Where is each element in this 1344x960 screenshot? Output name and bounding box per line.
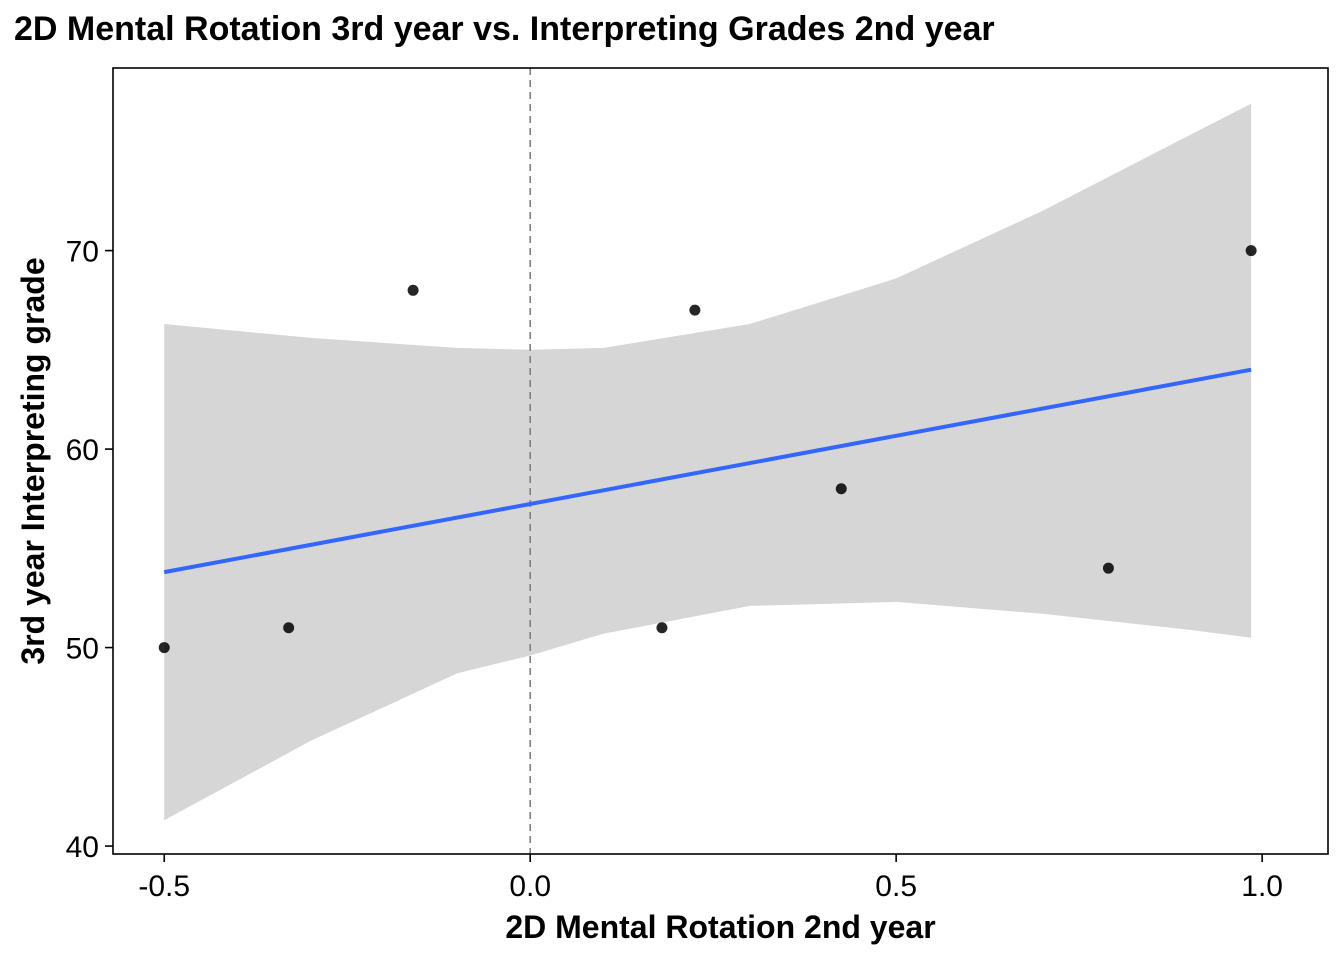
fit-line-layer — [163, 367, 1252, 575]
data-point-3 — [407, 284, 419, 296]
y-axis-title: 3rd year Interpreting grade — [15, 257, 51, 664]
data-point-2 — [283, 622, 295, 634]
data-point-7 — [1102, 562, 1114, 574]
y-tick-label: 40 — [66, 831, 99, 864]
x-tick-label: 0.5 — [875, 870, 917, 903]
x-tick-label: -0.5 — [138, 870, 190, 903]
chart-title: 2D Mental Rotation 3rd year vs. Interpre… — [14, 10, 995, 48]
x-tick-label: 1.0 — [1241, 870, 1283, 903]
y-tick-label: 60 — [66, 434, 99, 467]
y-tick-label: 50 — [66, 633, 99, 666]
data-point-8 — [1245, 245, 1257, 257]
plot-panel-border — [112, 67, 1329, 855]
y-axis-ticks: 40 50 60 70 — [66, 236, 113, 864]
data-point-1 — [158, 642, 170, 654]
regression-line — [163, 367, 1252, 575]
confidence-band — [164, 103, 1252, 821]
x-axis-ticks: -0.5 0.0 0.5 1.0 — [138, 854, 1283, 903]
x-axis-title: 2D Mental Rotation 2nd year — [505, 909, 935, 945]
data-point-5 — [689, 304, 701, 316]
confidence-band-layer — [164, 103, 1252, 821]
y-tick-label: 70 — [66, 236, 99, 269]
data-points-layer — [158, 245, 1257, 654]
data-point-6 — [835, 483, 847, 495]
x-tick-label: 0.0 — [509, 870, 551, 903]
data-point-4 — [656, 622, 668, 634]
